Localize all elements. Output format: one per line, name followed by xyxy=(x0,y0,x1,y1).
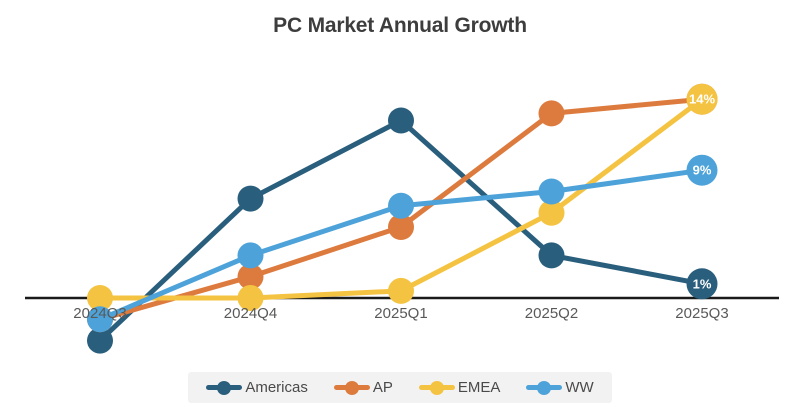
point-ap-2025q1 xyxy=(388,214,414,240)
point-americas-2024q4 xyxy=(237,185,264,212)
end-label-americas: 1% xyxy=(693,276,712,291)
point-ww-2025q1 xyxy=(388,192,414,219)
point-ww-2024q3 xyxy=(87,306,113,333)
legend-label-ap: AP xyxy=(372,379,393,396)
legend: Americas AP EMEA WW xyxy=(0,372,800,403)
point-ap-2024q4 xyxy=(237,263,264,290)
point-americas-2025q3 xyxy=(686,268,718,300)
legend-item-americas[interactable]: Americas xyxy=(206,380,308,395)
legend-box: Americas AP EMEA WW xyxy=(188,372,612,403)
legend-label-americas: Americas xyxy=(245,379,308,396)
legend-line-dot-icon xyxy=(418,380,455,395)
point-ww-2025q2 xyxy=(538,178,565,205)
legend-item-emea[interactable]: EMEA xyxy=(418,379,501,396)
point-emea-2024q4 xyxy=(237,285,264,311)
legend-item-ap[interactable]: AP xyxy=(333,379,393,396)
point-ap-2025q2 xyxy=(538,100,565,127)
point-americas-2025q1 xyxy=(388,107,414,134)
legend-label-emea: EMEA xyxy=(457,379,501,396)
legend-item-ww[interactable]: WW xyxy=(526,379,594,396)
point-emea-2024q3 xyxy=(87,285,113,311)
point-emea-2025q3 xyxy=(686,83,718,115)
point-americas-2025q2 xyxy=(538,242,565,269)
point-emea-2025q2 xyxy=(538,199,565,226)
point-americas-2024q3 xyxy=(87,327,113,354)
legend-line-dot-icon xyxy=(206,380,243,395)
point-ww-2025q3 xyxy=(686,154,718,186)
legend-line-dot-icon xyxy=(333,380,370,395)
end-label-ww: 9% xyxy=(693,163,712,178)
point-emea-2025q1 xyxy=(388,277,414,304)
chart-title: PC Market Annual Growth xyxy=(273,14,527,37)
point-ww-2024q4 xyxy=(237,242,264,269)
end-label-emea: 14% xyxy=(689,92,715,107)
legend-line-dot-icon xyxy=(526,380,563,395)
legend-label-ww: WW xyxy=(565,379,594,396)
